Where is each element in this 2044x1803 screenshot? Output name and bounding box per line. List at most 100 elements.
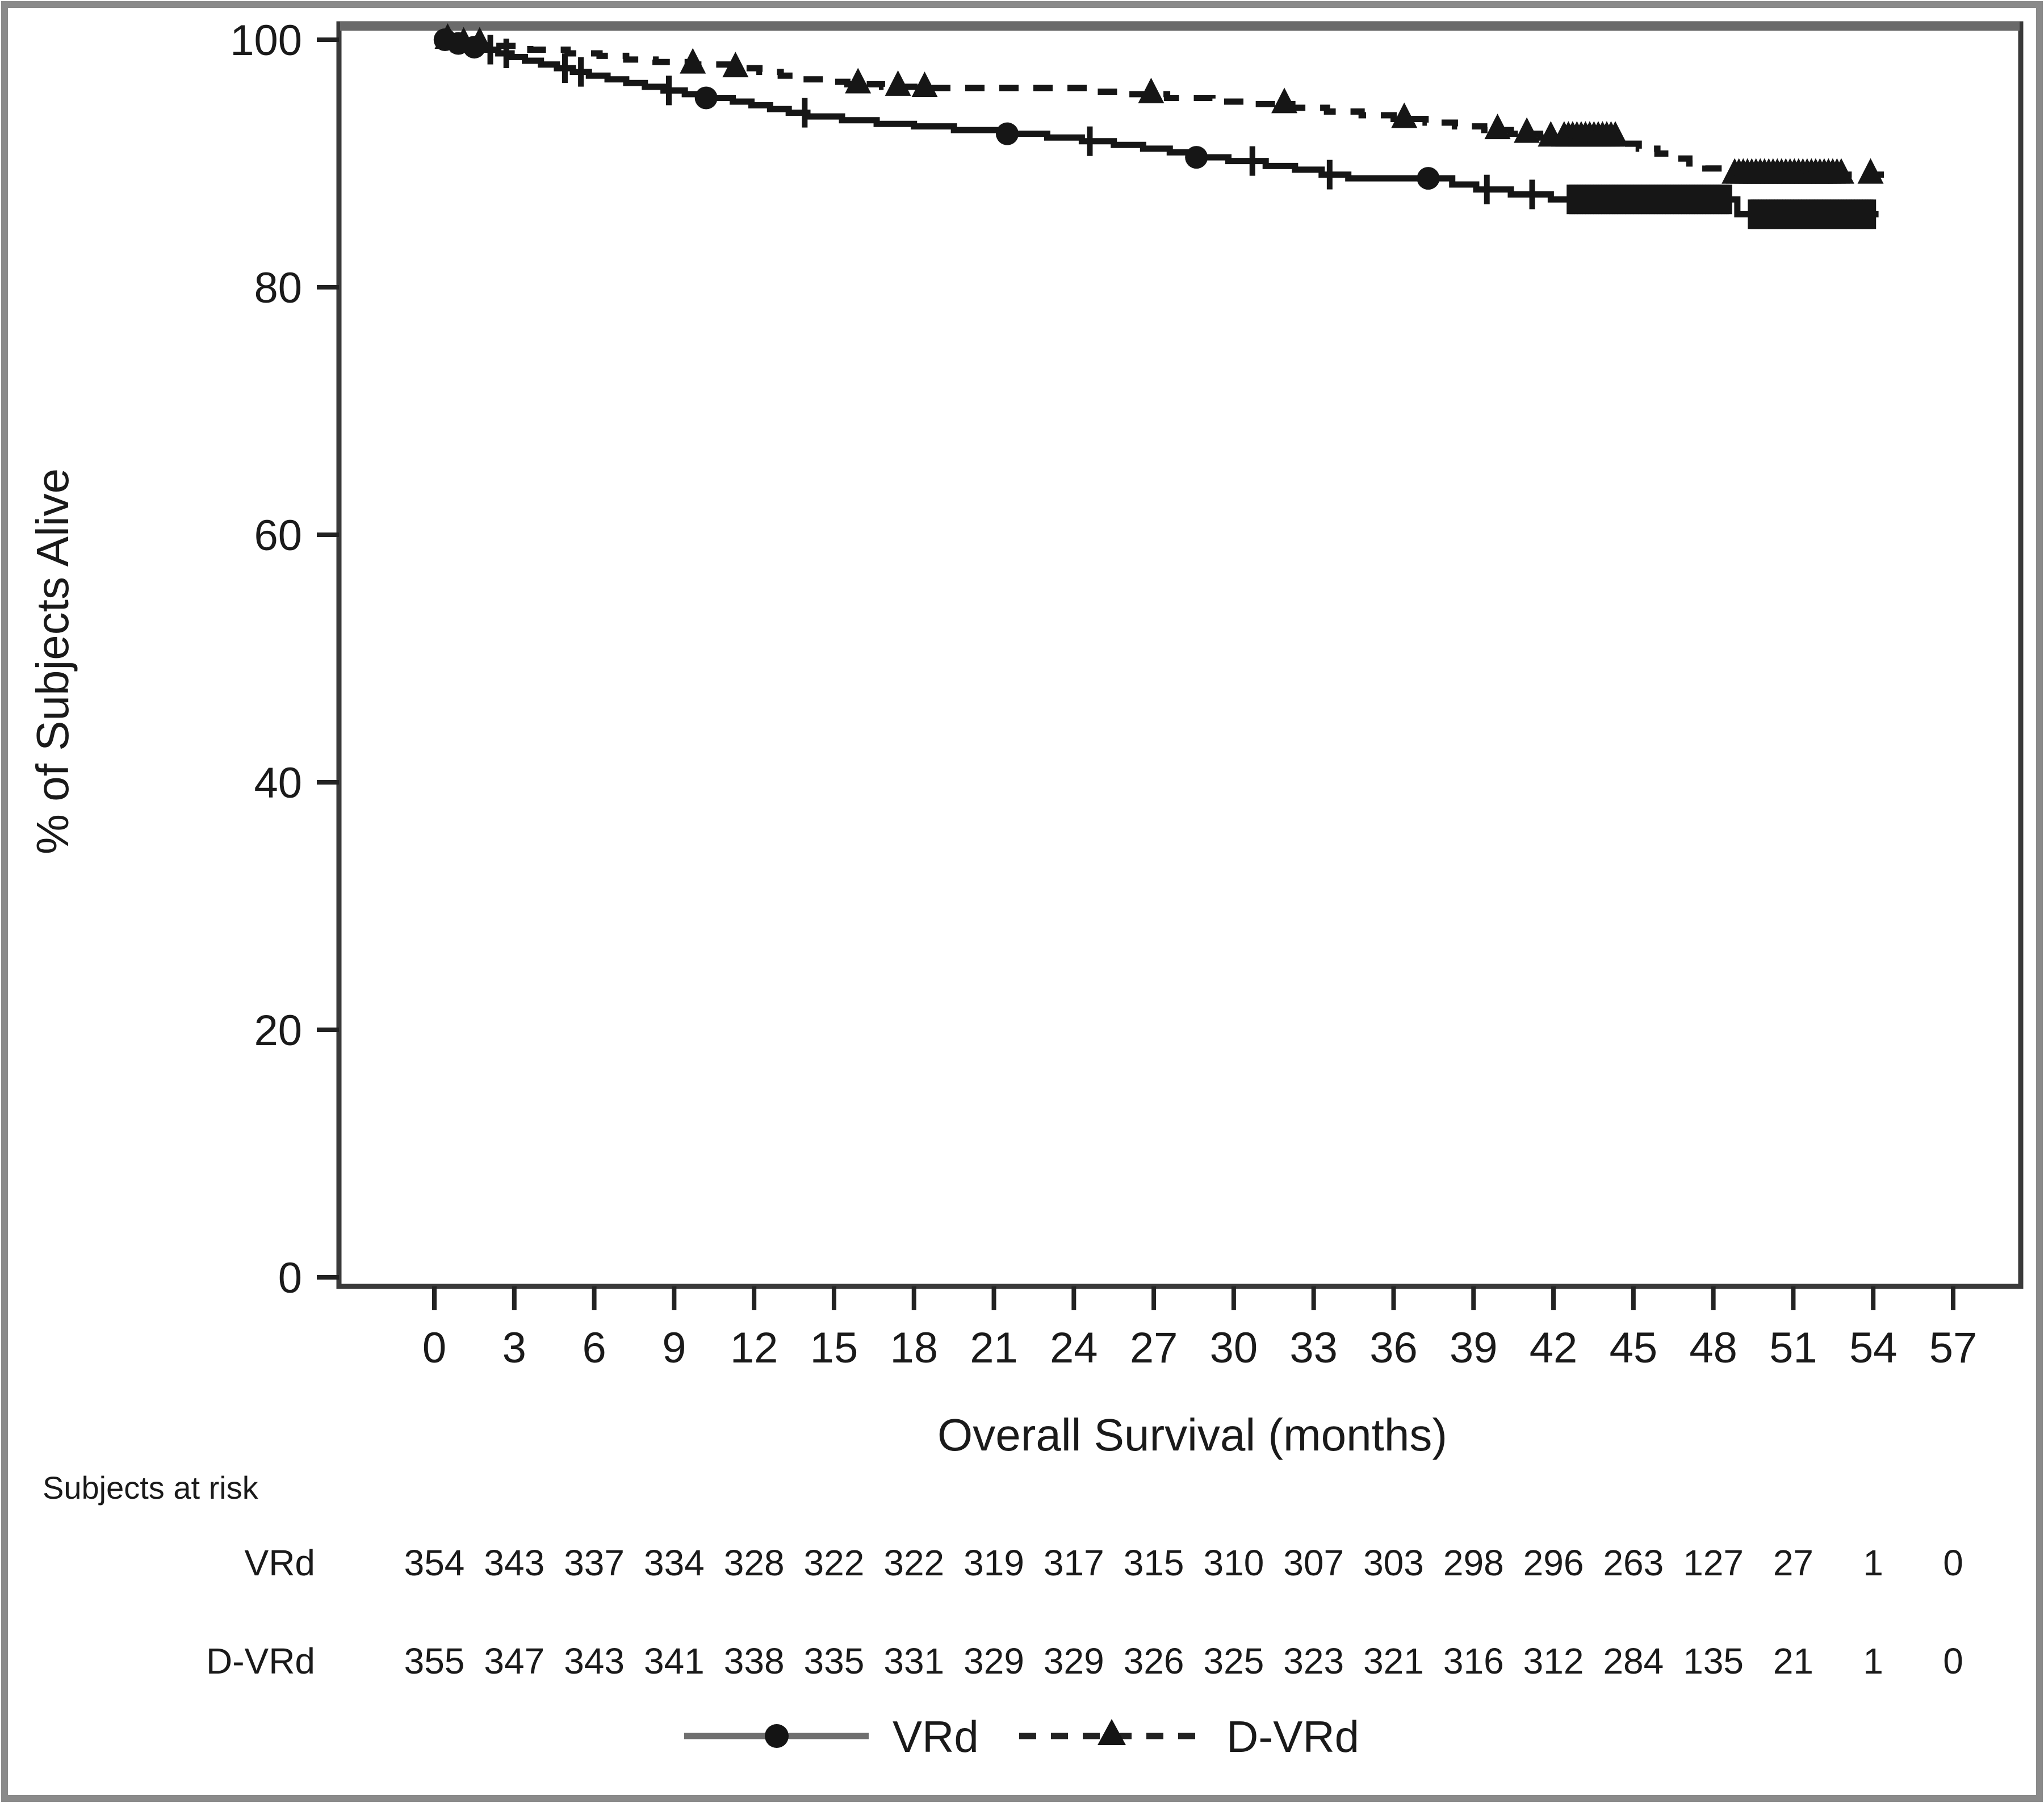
risk-row-label-vrd: VRd bbox=[245, 1542, 316, 1583]
risk-count: 337 bbox=[564, 1542, 625, 1583]
censor-dot bbox=[995, 122, 1019, 145]
x-tick-label: 9 bbox=[662, 1324, 686, 1372]
x-tick-label: 36 bbox=[1369, 1324, 1418, 1372]
risk-count: 21 bbox=[1773, 1641, 1813, 1682]
survival-curves bbox=[433, 23, 1884, 229]
curve-vrd bbox=[434, 36, 1879, 217]
censor-dot bbox=[694, 86, 718, 110]
x-tick-label: 21 bbox=[970, 1324, 1018, 1372]
censor-triangle bbox=[1484, 114, 1511, 140]
legend-vrd-marker-icon bbox=[765, 1724, 789, 1748]
x-tick-label: 48 bbox=[1689, 1324, 1737, 1372]
risk-count: 334 bbox=[644, 1542, 705, 1583]
y-tick-label: 40 bbox=[254, 759, 302, 807]
risk-row-label-dvrd: D-VRd bbox=[206, 1641, 315, 1682]
y-tick-label: 0 bbox=[278, 1254, 302, 1302]
risk-count: 1 bbox=[1863, 1641, 1883, 1682]
risk-count: 322 bbox=[804, 1542, 865, 1583]
risk-count: 347 bbox=[484, 1641, 544, 1682]
risk-count: 0 bbox=[1943, 1542, 1963, 1583]
y-tick-label: 100 bbox=[230, 16, 302, 65]
risk-count: 312 bbox=[1523, 1641, 1584, 1682]
y-axis-title: % of Subjects Alive bbox=[27, 468, 78, 854]
risk-count: 27 bbox=[1773, 1542, 1813, 1583]
risk-count: 307 bbox=[1283, 1542, 1344, 1583]
legend-vrd-label: VRd bbox=[893, 1712, 979, 1762]
x-tick-label: 57 bbox=[1929, 1324, 1978, 1372]
risk-table-counts: 354 343 337 334 328 322 322 319 317 315 310 307 303 2… bbox=[404, 1542, 1963, 1682]
risk-count: 355 bbox=[404, 1641, 465, 1682]
risk-count: 331 bbox=[883, 1641, 944, 1682]
risk-count: 263 bbox=[1603, 1542, 1664, 1583]
x-tick-label: 0 bbox=[422, 1324, 446, 1372]
x-tick-label: 45 bbox=[1610, 1324, 1658, 1372]
risk-count: 325 bbox=[1204, 1641, 1264, 1682]
risk-count: 298 bbox=[1443, 1542, 1504, 1583]
plot-area bbox=[336, 21, 2024, 1289]
risk-count: 322 bbox=[883, 1542, 944, 1583]
censor-triangle bbox=[1602, 121, 1628, 147]
censor-triangle bbox=[911, 72, 938, 98]
censor-triangle bbox=[722, 52, 749, 78]
censor-triangle bbox=[885, 70, 911, 96]
risk-count: 127 bbox=[1683, 1542, 1744, 1583]
risk-count: 341 bbox=[644, 1641, 705, 1682]
censor-triangle bbox=[845, 68, 872, 94]
x-tick-label: 30 bbox=[1210, 1324, 1258, 1372]
risk-count: 284 bbox=[1603, 1641, 1664, 1682]
censor-triangle bbox=[1514, 117, 1540, 143]
censor-triangle bbox=[434, 23, 461, 49]
censor-triangle bbox=[1828, 158, 1854, 184]
x-tick-label: 6 bbox=[582, 1324, 606, 1372]
risk-count: 343 bbox=[484, 1542, 544, 1583]
x-tick-label: 15 bbox=[810, 1324, 858, 1372]
x-tick-label: 18 bbox=[890, 1324, 938, 1372]
risk-count: 310 bbox=[1204, 1542, 1264, 1583]
risk-count: 321 bbox=[1363, 1641, 1424, 1682]
legend-dvrd-label: D-VRd bbox=[1226, 1712, 1359, 1762]
x-tick-label: 12 bbox=[730, 1324, 778, 1372]
y-axis-ticks: 0 20 40 60 80 100 bbox=[230, 16, 339, 1302]
x-tick-label: 51 bbox=[1769, 1324, 1817, 1372]
risk-count: 316 bbox=[1443, 1641, 1504, 1682]
censor-triangle bbox=[680, 48, 706, 74]
censor-triangle bbox=[1271, 87, 1298, 114]
censor-dot bbox=[1185, 146, 1208, 169]
x-tick-label: 39 bbox=[1450, 1324, 1498, 1372]
risk-table-header: Subjects at risk bbox=[43, 1470, 259, 1506]
x-tick-label: 33 bbox=[1289, 1324, 1338, 1372]
risk-count: 315 bbox=[1124, 1542, 1184, 1583]
risk-count: 323 bbox=[1283, 1641, 1344, 1682]
curve-d-vrd bbox=[434, 36, 1884, 178]
censor-dot bbox=[1417, 167, 1440, 190]
censor-triangle bbox=[1138, 77, 1165, 103]
y-tick-label: 80 bbox=[254, 264, 302, 312]
censor-triangle bbox=[1391, 102, 1418, 128]
x-tick-label: 24 bbox=[1050, 1324, 1098, 1372]
x-tick-label: 42 bbox=[1530, 1324, 1578, 1372]
x-tick-label: 27 bbox=[1130, 1324, 1178, 1372]
risk-count: 343 bbox=[564, 1641, 625, 1682]
risk-count: 319 bbox=[964, 1542, 1024, 1583]
risk-count: 317 bbox=[1044, 1542, 1104, 1583]
risk-count: 328 bbox=[724, 1542, 785, 1583]
risk-count: 354 bbox=[404, 1542, 465, 1583]
risk-count: 296 bbox=[1523, 1542, 1584, 1583]
risk-count: 335 bbox=[804, 1641, 865, 1682]
risk-count: 135 bbox=[1683, 1641, 1744, 1682]
y-tick-label: 20 bbox=[254, 1007, 302, 1055]
y-tick-label: 60 bbox=[254, 511, 302, 560]
risk-count: 1 bbox=[1863, 1542, 1883, 1583]
x-tick-label: 3 bbox=[502, 1324, 526, 1372]
x-tick-label: 54 bbox=[1849, 1324, 1898, 1372]
x-axis-ticks: 0 3 6 9 12 15 18 21 24 27 30 33 36 39 42 45 48 51 54 57 bbox=[422, 1286, 1977, 1372]
censor-triangle bbox=[1857, 158, 1884, 184]
risk-count: 329 bbox=[964, 1641, 1024, 1682]
risk-count: 326 bbox=[1124, 1641, 1184, 1682]
risk-count: 0 bbox=[1943, 1641, 1963, 1682]
risk-count: 329 bbox=[1044, 1641, 1104, 1682]
x-axis-title: Overall Survival (months) bbox=[937, 1410, 1447, 1460]
risk-count: 338 bbox=[724, 1641, 785, 1682]
